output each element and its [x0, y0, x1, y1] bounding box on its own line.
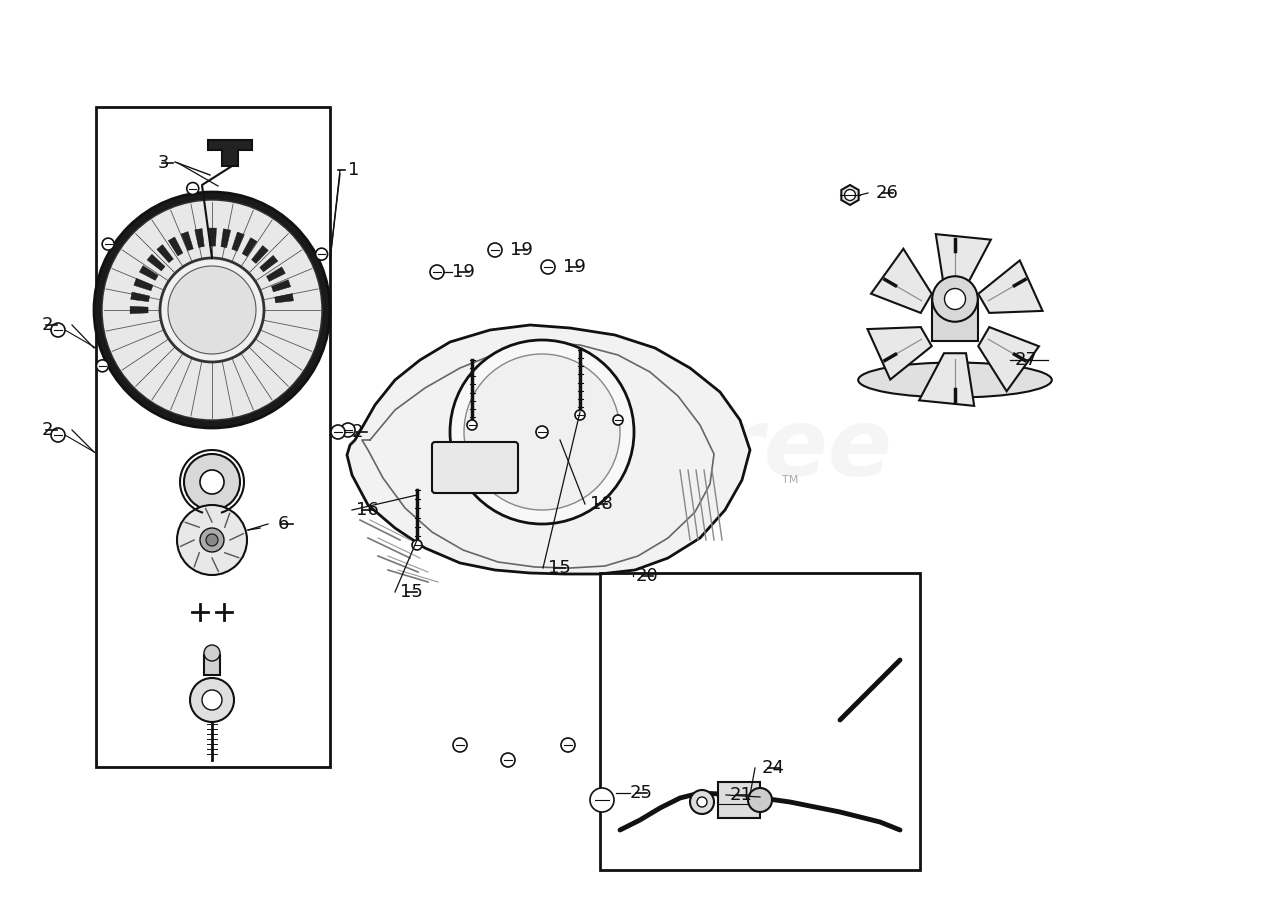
Circle shape	[200, 528, 224, 552]
Bar	[932, 299, 978, 341]
Text: 24: 24	[762, 759, 785, 777]
Text: 19: 19	[563, 258, 586, 276]
Polygon shape	[347, 325, 750, 574]
Circle shape	[748, 788, 772, 812]
Circle shape	[102, 200, 323, 420]
Polygon shape	[131, 306, 148, 314]
Polygon shape	[266, 267, 285, 282]
Circle shape	[613, 415, 623, 425]
Circle shape	[51, 428, 65, 442]
Circle shape	[465, 354, 620, 510]
Circle shape	[451, 340, 634, 524]
Polygon shape	[180, 231, 193, 251]
Circle shape	[536, 426, 548, 438]
Text: 1: 1	[348, 161, 360, 179]
Text: 20: 20	[636, 567, 659, 585]
Circle shape	[189, 678, 234, 722]
Text: 6: 6	[278, 515, 289, 533]
Polygon shape	[868, 327, 932, 380]
Circle shape	[93, 192, 330, 428]
Polygon shape	[168, 237, 183, 256]
Polygon shape	[140, 266, 159, 281]
Polygon shape	[221, 229, 230, 248]
Circle shape	[467, 420, 477, 430]
Polygon shape	[841, 185, 859, 205]
Circle shape	[96, 360, 109, 372]
Circle shape	[845, 190, 855, 201]
Circle shape	[200, 470, 224, 494]
Circle shape	[204, 645, 220, 661]
Polygon shape	[207, 140, 252, 166]
Polygon shape	[870, 248, 932, 313]
Text: 21: 21	[730, 786, 753, 804]
Text: PartsTree: PartsTree	[388, 404, 892, 496]
Polygon shape	[271, 280, 291, 292]
Text: 2: 2	[42, 421, 54, 439]
Circle shape	[932, 276, 978, 322]
Polygon shape	[147, 255, 165, 271]
Bar	[600, 573, 920, 870]
Circle shape	[430, 265, 444, 279]
Polygon shape	[260, 256, 278, 272]
Polygon shape	[919, 353, 974, 406]
FancyBboxPatch shape	[433, 442, 518, 493]
Text: 18: 18	[590, 495, 613, 513]
Text: 19: 19	[452, 263, 475, 281]
Circle shape	[561, 738, 575, 752]
Circle shape	[187, 183, 198, 194]
Circle shape	[541, 260, 556, 274]
Text: 2: 2	[42, 316, 54, 334]
Text: 25: 25	[630, 784, 653, 802]
Circle shape	[340, 423, 355, 437]
Polygon shape	[209, 228, 216, 246]
Bar	[96, 107, 330, 767]
Circle shape	[500, 753, 515, 767]
Circle shape	[590, 788, 614, 812]
Text: 19: 19	[509, 241, 532, 259]
Circle shape	[102, 238, 114, 250]
Text: 3: 3	[157, 154, 169, 172]
Circle shape	[453, 738, 467, 752]
Bar	[718, 782, 760, 818]
Circle shape	[945, 289, 965, 310]
Circle shape	[488, 243, 502, 257]
Circle shape	[206, 534, 218, 546]
Circle shape	[575, 410, 585, 420]
Text: 27: 27	[1015, 351, 1038, 369]
Circle shape	[184, 454, 241, 510]
Polygon shape	[195, 229, 205, 248]
Circle shape	[177, 505, 247, 575]
Circle shape	[51, 323, 65, 337]
Polygon shape	[242, 238, 257, 256]
Text: 15: 15	[399, 583, 422, 601]
Polygon shape	[978, 260, 1042, 313]
Text: 26: 26	[876, 184, 899, 202]
Polygon shape	[134, 278, 152, 291]
Text: TM: TM	[782, 475, 799, 485]
Circle shape	[698, 797, 707, 807]
Polygon shape	[936, 234, 991, 287]
Circle shape	[316, 248, 328, 260]
Circle shape	[202, 690, 221, 710]
Polygon shape	[978, 327, 1039, 392]
Circle shape	[690, 790, 714, 814]
Polygon shape	[275, 293, 293, 302]
Circle shape	[412, 540, 422, 550]
Polygon shape	[131, 292, 150, 302]
Polygon shape	[232, 232, 244, 251]
Text: 16: 16	[356, 501, 379, 519]
Ellipse shape	[858, 363, 1052, 398]
Circle shape	[168, 266, 256, 354]
Polygon shape	[252, 246, 269, 264]
Circle shape	[160, 258, 264, 362]
Bar	[204, 655, 220, 675]
Circle shape	[332, 425, 346, 439]
Text: 15: 15	[548, 559, 571, 577]
Polygon shape	[157, 245, 173, 263]
Text: 2: 2	[352, 423, 364, 441]
